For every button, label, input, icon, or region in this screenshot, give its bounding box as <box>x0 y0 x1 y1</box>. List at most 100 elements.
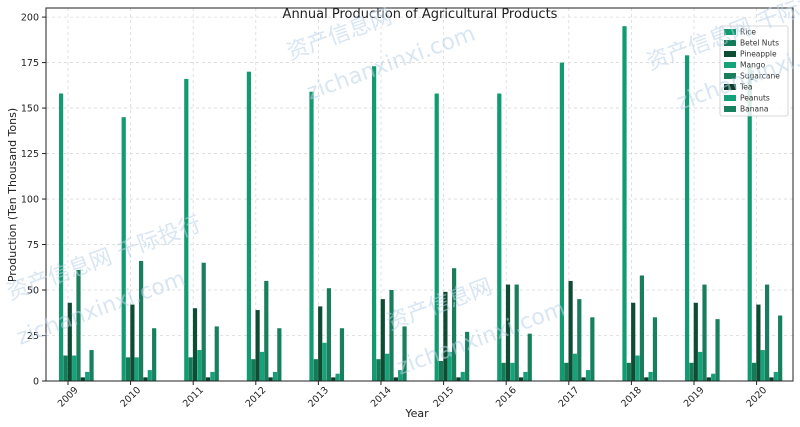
x-tick-label: 2011 <box>181 385 206 410</box>
bar-peanuts <box>648 371 653 381</box>
bar-betel-nuts <box>689 362 694 381</box>
bar-pineapple <box>318 306 323 381</box>
bar-rice <box>59 93 64 381</box>
bar-sugarcane <box>389 290 394 381</box>
legend: Rice Betel Nuts Pineapple Mango Sugarcane Tea… <box>719 25 789 117</box>
legend-box <box>719 25 789 117</box>
x-tick-label: 2010 <box>118 385 143 410</box>
bar-tea <box>581 377 586 381</box>
bar-tea <box>518 377 524 381</box>
bar-sugarcane <box>201 262 206 381</box>
legend-swatch <box>724 40 736 46</box>
bar-banana <box>214 326 219 381</box>
bar-rice <box>184 78 189 382</box>
bar-sugarcane <box>639 275 644 381</box>
legend-label: Peanuts <box>740 94 770 103</box>
bar-banana <box>89 350 94 381</box>
x-tick-label: 2020 <box>744 385 769 410</box>
bar-betel-nuts <box>313 359 318 381</box>
bar-sugarcane <box>452 268 457 381</box>
y-tick-label: 200 <box>21 13 39 24</box>
legend-label: Betel Nuts <box>740 39 779 48</box>
bar-banana <box>778 315 783 381</box>
bar-mango <box>447 351 452 381</box>
bar-betel-nuts <box>376 359 381 381</box>
bar-sugarcane <box>514 284 519 381</box>
bar-peanuts <box>398 370 403 381</box>
bar-rice <box>685 55 690 382</box>
bar-rice <box>246 71 251 382</box>
y-tick-label: 50 <box>27 286 39 297</box>
bar-banana <box>715 319 720 381</box>
legend-swatch <box>724 106 736 112</box>
bar-tea <box>706 377 711 381</box>
bar-mango <box>510 362 515 381</box>
bar-pineapple <box>130 304 135 381</box>
x-tick-label: 2015 <box>431 385 456 410</box>
bar-pineapple <box>255 310 260 381</box>
y-tick-label: 150 <box>21 104 39 115</box>
bar-betel-nuts <box>63 355 68 381</box>
bar-banana <box>339 328 345 381</box>
bar-mango <box>322 342 327 381</box>
bar-tea <box>80 377 85 381</box>
bar-mango <box>134 357 139 381</box>
bar-mango <box>635 355 640 381</box>
bar-mango <box>197 350 202 381</box>
bar-peanuts <box>335 373 340 381</box>
bar-betel-nuts <box>751 362 757 381</box>
bar-rice <box>121 117 126 382</box>
bar-sugarcane <box>264 280 269 381</box>
x-axis-label: Year <box>404 407 429 420</box>
bar-pineapple <box>693 302 698 381</box>
bar-mango <box>72 355 77 381</box>
bar-tea <box>456 377 461 381</box>
bar-tea <box>143 377 148 381</box>
plot-frame <box>45 7 794 382</box>
bar-tea <box>393 377 398 381</box>
legend-label: Mango <box>740 61 766 70</box>
x-axis: 2009 2010 2011 2012 2013 2014 2015 2016 2017 2018… <box>56 381 769 410</box>
legend-swatch <box>724 95 736 101</box>
bar-peanuts <box>773 371 778 381</box>
bar-rice <box>497 93 502 381</box>
x-tick-label: 2009 <box>56 385 81 410</box>
x-tick-label: 2018 <box>619 385 644 410</box>
y-tick-label: 0 <box>33 377 39 388</box>
bar-pineapple <box>568 280 573 381</box>
bar-peanuts <box>272 371 278 381</box>
y-axis: 0 25 50 75 100 125 150 175 200 <box>21 13 46 388</box>
bar-mango <box>572 353 578 381</box>
bar-pineapple <box>443 291 448 381</box>
bar-peanuts <box>460 371 465 381</box>
bar-betel-nuts <box>501 362 506 381</box>
bar-tea <box>644 377 649 381</box>
legend-label: Banana <box>740 105 768 114</box>
bar-peanuts <box>210 371 215 381</box>
legend-label: Rice <box>740 28 756 37</box>
bar-sugarcane <box>765 284 770 381</box>
x-tick-label: 2013 <box>306 385 331 410</box>
bar-banana <box>527 333 532 381</box>
y-axis-label: Production (Ten Thousand Tons) <box>6 108 19 282</box>
bar-rice <box>434 93 439 381</box>
bar-sugarcane <box>702 284 707 381</box>
y-tick-label: 175 <box>21 58 39 69</box>
bar-rice <box>747 66 752 381</box>
bar-pineapple <box>192 308 198 381</box>
bar-mango <box>698 351 703 381</box>
y-tick-label: 125 <box>21 149 39 160</box>
bar-banana <box>652 317 658 381</box>
legend-swatch <box>724 62 736 68</box>
bar-betel-nuts <box>626 362 631 381</box>
bar-sugarcane <box>139 260 144 381</box>
bar-sugarcane <box>577 299 582 381</box>
bars-layer <box>59 26 783 382</box>
bar-pineapple <box>631 302 636 381</box>
bar-betel-nuts <box>251 359 256 381</box>
x-tick-label: 2019 <box>682 385 707 410</box>
legend-swatch <box>724 84 736 90</box>
y-tick-label: 100 <box>21 195 39 206</box>
legend-swatch <box>724 73 736 79</box>
